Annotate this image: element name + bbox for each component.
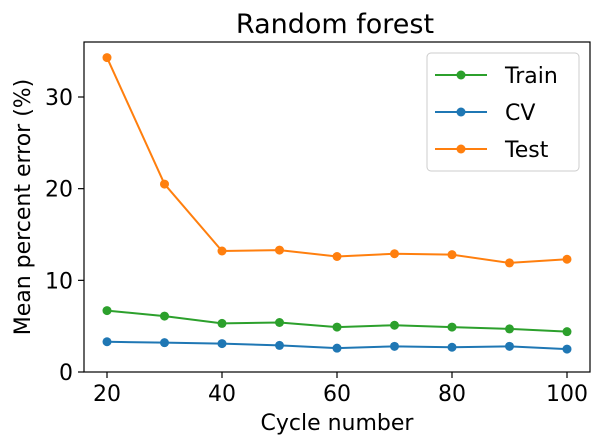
series-train-point [217,318,227,328]
series-cv-point [217,339,227,349]
series-train-point [390,320,399,330]
legend-item-cv: CV [435,101,535,126]
series-train-point [505,324,514,334]
legend-item-test: Test [435,138,549,163]
legend-swatch-marker [456,144,466,154]
y-tick-label: 20 [45,178,73,203]
x-tick-label: 60 [323,382,351,407]
series-train [102,306,572,337]
x-tick-label: 40 [208,382,236,407]
legend: Train CV Test [426,52,580,172]
series-train-point [102,306,112,316]
x-tick-label: 80 [438,382,466,407]
series-cv-point [562,344,572,354]
y-tick-label: 0 [59,361,73,386]
series-layer [102,53,572,354]
y-axis-ticks: 0 10 20 30 [45,86,84,386]
series-cv-point [505,341,514,351]
legend-label: Train [504,64,558,89]
series-test-point [160,179,169,189]
series-test-point [217,246,227,256]
x-tick-label: 100 [546,382,588,407]
series-test-point [332,252,342,261]
series-train-point [332,322,342,332]
series-cv-point [332,343,342,353]
y-tick-label: 30 [45,86,73,111]
series-cv [102,337,572,354]
series-test [102,53,572,268]
plot-frame [83,41,591,373]
series-test-point [102,53,112,63]
legend-item-train: Train [435,64,558,89]
y-tick-label: 10 [45,269,73,294]
legend-label: CV [505,101,535,126]
y-axis-label: Mean percent error (%) [11,79,36,336]
series-train-point [275,318,284,327]
series-cv-point [275,340,284,350]
chart-title: Random forest [236,9,434,40]
legend-label: Test [504,138,549,163]
series-test-point [275,245,284,255]
series-test-point [505,258,514,268]
series-test-point [390,249,399,259]
series-train-point [562,327,572,337]
series-train-point [447,322,457,332]
legend-swatch-marker [456,107,466,117]
x-tick-label: 20 [93,382,121,407]
legend-swatch-marker [456,70,466,80]
x-axis-ticks: 20 40 60 80 100 [93,372,588,407]
series-cv-point [390,341,399,351]
series-train-point [160,311,169,321]
series-cv-point [102,337,112,347]
series-cv-point [160,338,169,348]
series-cv-point [447,342,457,352]
series-test-point [562,254,572,264]
legend-box [426,52,580,172]
x-axis-label: Cycle number [261,411,415,436]
series-test-point [447,250,457,260]
